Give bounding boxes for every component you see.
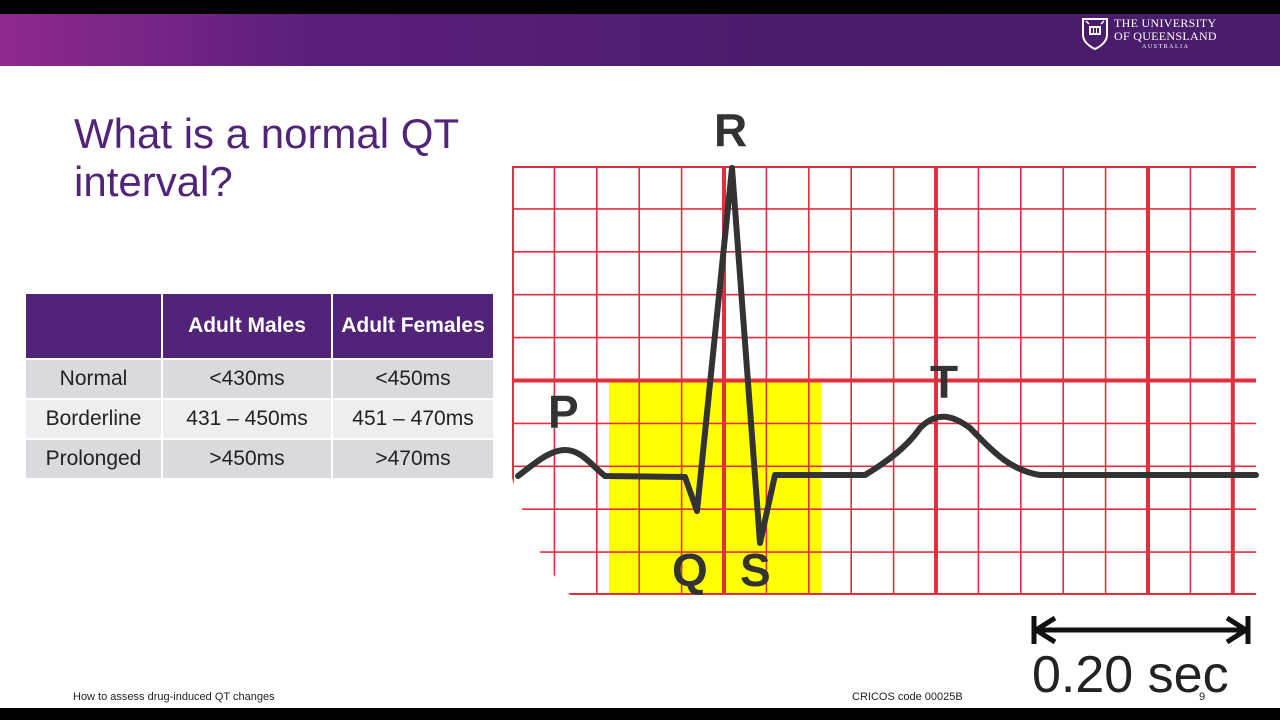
table-cell: 451 – 470ms	[333, 400, 493, 438]
table-cell: Borderline	[26, 400, 161, 438]
top-black-bar	[0, 0, 1280, 14]
scale-label: 0.20 sec	[1032, 646, 1229, 698]
table-row: Borderline 431 – 450ms 451 – 470ms	[26, 400, 493, 438]
table-cell: >450ms	[163, 440, 331, 478]
ecg-label-t: T	[930, 356, 958, 408]
bottom-black-bar	[0, 708, 1280, 720]
qt-interval-table: Adult Males Adult Females Normal <430ms …	[24, 292, 495, 480]
slide-number: 9	[1199, 691, 1206, 703]
logo-line-3: AUSTRALIA	[1142, 44, 1190, 50]
ecg-grid-thick	[512, 166, 1256, 595]
table-header-cell: Adult Females	[333, 294, 493, 358]
ecg-label-p: P	[548, 386, 579, 438]
table-header-row: Adult Males Adult Females	[26, 294, 493, 358]
table-header-cell: Adult Males	[163, 294, 331, 358]
ecg-diagram: R P T Q S 0.20 sec	[512, 104, 1259, 698]
university-logo: THE UNIVERSITY OF QUEENSLAND AUSTRALIA	[1080, 15, 1220, 57]
ecg-label-q: Q	[672, 544, 708, 596]
table-cell: >470ms	[333, 440, 493, 478]
scale-arrow-icon	[1031, 615, 1251, 645]
ecg-label-s: S	[740, 544, 771, 596]
table-row: Normal <430ms <450ms	[26, 360, 493, 398]
footer-cricos-code: CRICOS code 00025B	[852, 691, 963, 703]
table-cell: <430ms	[163, 360, 331, 398]
header-banner	[0, 14, 1280, 66]
logo-line-2: OF QUEENSLAND	[1114, 29, 1217, 43]
table-cell: <450ms	[333, 360, 493, 398]
slide-title: What is a normal QT interval?	[74, 110, 459, 205]
table-cell: Prolonged	[26, 440, 161, 478]
qt-highlight-box	[609, 381, 821, 595]
logo-line-1: THE UNIVERSITY	[1114, 16, 1217, 30]
uq-crest-icon	[1082, 18, 1108, 51]
ecg-label-r: R	[714, 104, 747, 156]
ecg-trace	[515, 165, 1259, 546]
footer-presentation-title: How to assess drug-induced QT changes	[73, 691, 275, 703]
table-cell: Normal	[26, 360, 161, 398]
table-header-cell	[26, 294, 161, 358]
table-row: Prolonged >450ms >470ms	[26, 440, 493, 478]
table-cell: 431 – 450ms	[163, 400, 331, 438]
